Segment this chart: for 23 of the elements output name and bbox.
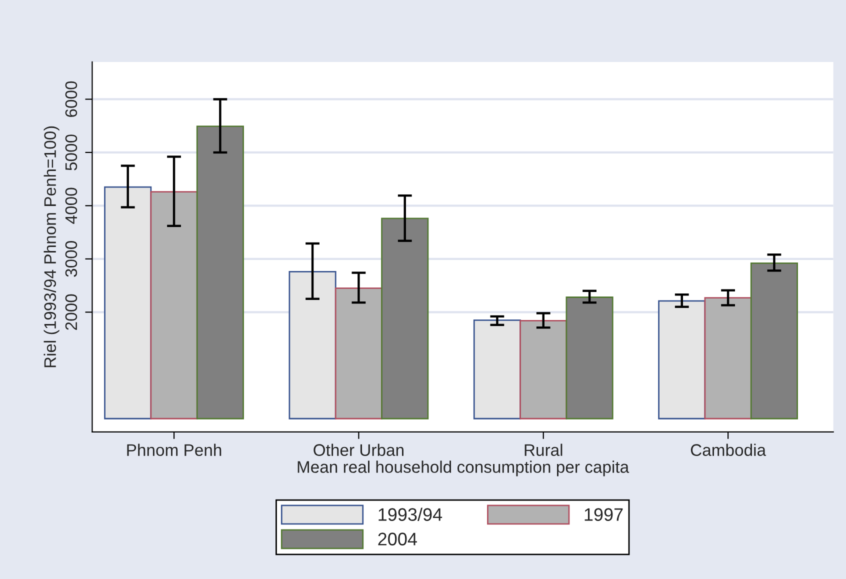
bar [566, 296, 614, 420]
y-tick-label: 2000 [65, 294, 78, 330]
x-axis-title: Mean real household consumption per capita [298, 460, 630, 476]
bar [150, 191, 198, 420]
x-tick-label: Cambodia [690, 444, 766, 456]
bar [473, 319, 521, 420]
legend-label: 2004 [378, 532, 417, 546]
x-tick-label: Rural [524, 444, 562, 456]
y-axis-title: Riel (1993/94 Phnom Penh=100) [44, 126, 60, 368]
bar [381, 218, 429, 420]
bar [750, 262, 798, 420]
legend-label: 1997 [584, 508, 623, 521]
bar [520, 320, 568, 420]
legend-label: 1993/94 [378, 508, 442, 521]
x-tick-label: Other Urban [314, 444, 404, 456]
y-tick-label: 3000 [65, 241, 78, 277]
bar [704, 297, 752, 420]
y-tick-label: 6000 [65, 81, 78, 117]
y-tick-label: 4000 [65, 188, 78, 224]
x-tick-label: Phnom Penh [127, 444, 222, 456]
bar [196, 126, 244, 420]
y-tick-label: 5000 [65, 134, 78, 170]
bar [334, 288, 382, 420]
